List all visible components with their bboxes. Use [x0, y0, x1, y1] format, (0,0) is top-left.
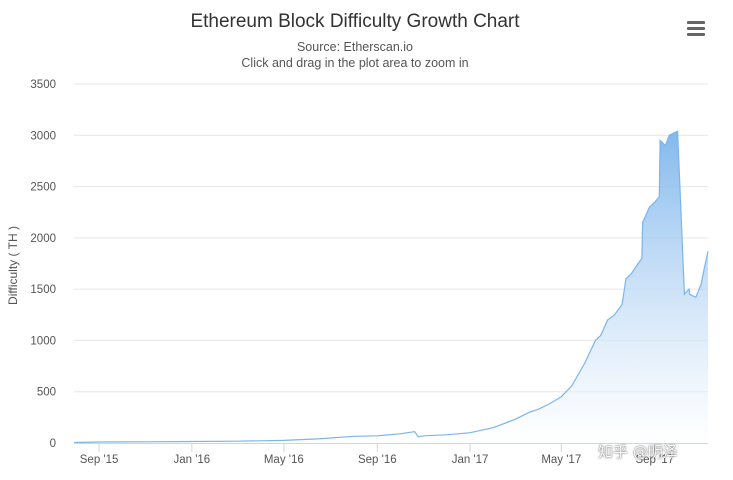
- y-tick-label: 0: [50, 438, 56, 450]
- y-tick-label: 500: [37, 387, 56, 399]
- x-tick-label: Sep '16: [358, 454, 397, 466]
- x-tick-label: May '16: [264, 454, 304, 466]
- x-tick-label: May '17: [541, 454, 581, 466]
- menu-bar-line: [687, 27, 705, 30]
- series-line: [73, 130, 709, 444]
- menu-bar-line: [687, 21, 705, 24]
- y-tick-label: 1000: [30, 335, 56, 347]
- y-tick-label: 3500: [30, 79, 56, 91]
- x-tick-label: Sep '15: [80, 454, 119, 466]
- y-tick-label: 3000: [30, 130, 56, 142]
- y-tick-label: 1500: [30, 284, 56, 296]
- hamburger-menu-icon[interactable]: [684, 18, 708, 40]
- y-tick-label: 2000: [30, 233, 56, 245]
- y-tick-label: 2500: [30, 182, 56, 194]
- series-area: [74, 131, 708, 443]
- x-tick-label: Jan '16: [173, 454, 210, 466]
- y-axis-title: Difficulty ( TH ): [6, 226, 20, 305]
- chart-subtitle-source: Source: Etherscan.io: [296, 40, 414, 54]
- menu-bar-line: [687, 33, 705, 36]
- x-tick-label: Sep '17: [635, 454, 674, 466]
- x-tick-label: Jan '17: [452, 454, 489, 466]
- watermark-text: 知乎 @明泽: [598, 443, 678, 461]
- chart-subtitle-hint: Click and drag in the plot area to zoom …: [241, 56, 469, 70]
- chart-title: Ethereum Block Difficulty Growth Chart: [190, 11, 520, 32]
